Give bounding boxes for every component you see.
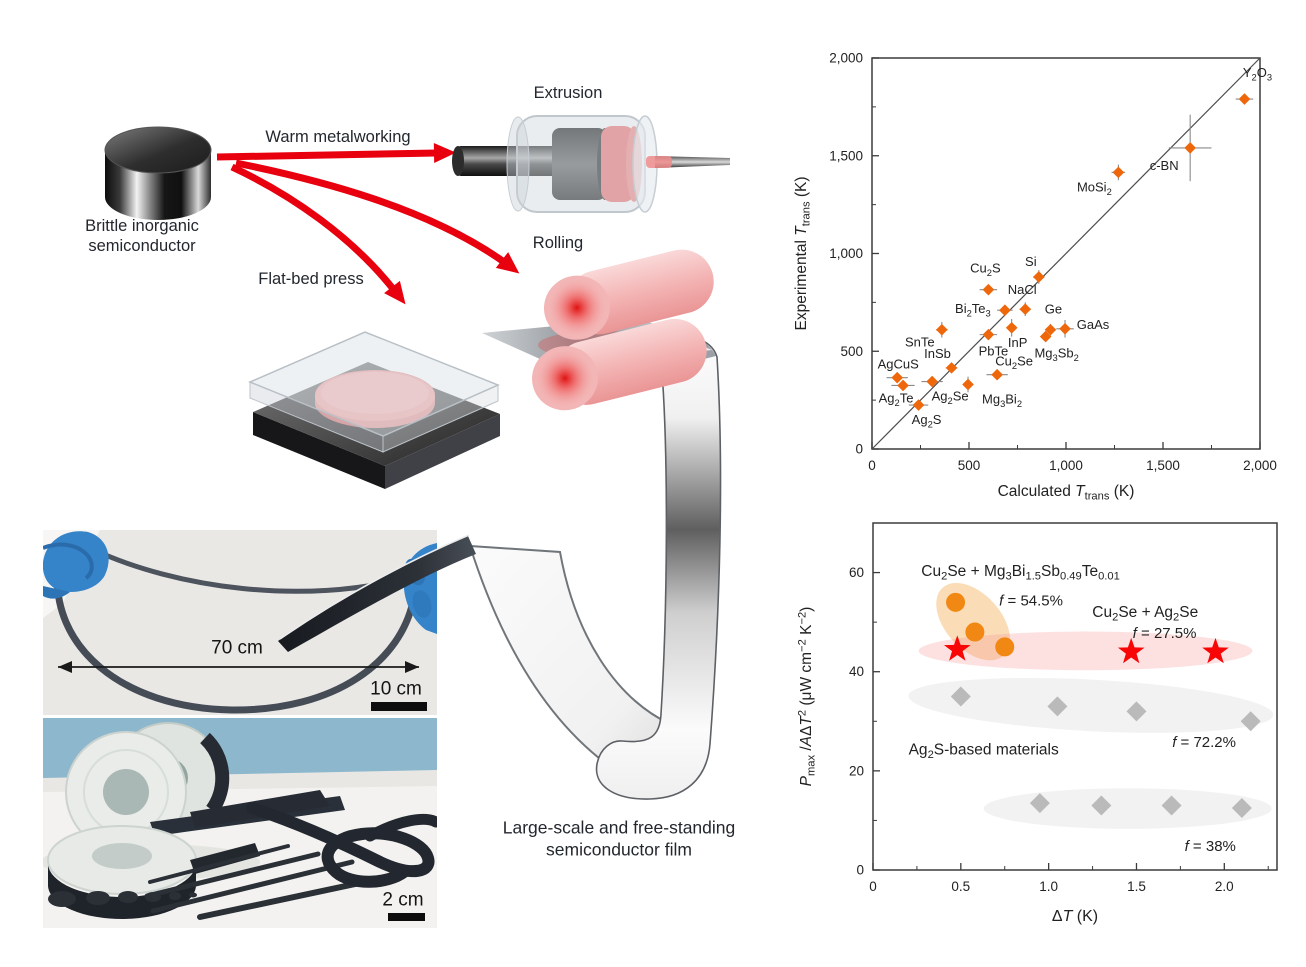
svg-text:0.5: 0.5 (951, 879, 970, 894)
warm-metalworking-label: Warm metalworking (265, 127, 411, 146)
svg-text:GaAs: GaAs (1077, 317, 1110, 332)
ribbon-loop (246, 802, 437, 888)
svg-text:MoSi2: MoSi2 (1077, 179, 1112, 197)
ingot-label-line1: Brittle inorganic (85, 216, 199, 235)
svg-text:1.5: 1.5 (1127, 879, 1146, 894)
extrusion-illustration (452, 115, 730, 213)
svg-text:f = 38%: f = 38% (1185, 838, 1236, 855)
svg-text:1,000: 1,000 (1049, 458, 1083, 473)
left-glove (43, 531, 109, 599)
svg-text:0: 0 (868, 458, 876, 473)
svg-text:Experimental Ttrans (K): Experimental Ttrans (K) (793, 176, 813, 330)
svg-text:Cu2S: Cu2S (970, 261, 1001, 279)
scale-10cm-label: 10 cm (370, 678, 422, 700)
svg-text:500: 500 (958, 458, 981, 473)
svg-text:Ag2S-based materials: Ag2S-based materials (909, 742, 1059, 762)
scalebar-2cm (388, 913, 425, 921)
svg-text:0: 0 (855, 442, 863, 457)
svg-text:Cu2Se + Mg3Bi1.5Sb0.49Te0.01: Cu2Se + Mg3Bi1.5Sb0.49Te0.01 (921, 563, 1120, 583)
svg-text:Si: Si (1025, 254, 1037, 269)
svg-text:Mg3Sb2: Mg3Sb2 (1034, 346, 1078, 364)
rolling-illustration (482, 249, 714, 411)
svg-text:Pmax /AΔT2 (μW cm−2 K−2): Pmax /AΔT2 (μW cm−2 K−2) (797, 607, 818, 787)
svg-text:1,500: 1,500 (829, 148, 863, 163)
svg-text:InP: InP (1008, 335, 1028, 350)
svg-text:PbTe: PbTe (979, 344, 1009, 359)
svg-text:500: 500 (840, 344, 863, 359)
svg-text:0: 0 (856, 863, 864, 878)
spool-flat (47, 825, 260, 920)
svg-text:Calculated Ttrans (K): Calculated Ttrans (K) (998, 483, 1135, 500)
flat-bed-press-label: Flat-bed press (258, 269, 364, 288)
photo-long-ribbons (43, 530, 476, 715)
svg-text:1.0: 1.0 (1039, 879, 1058, 894)
svg-text:InSb: InSb (924, 346, 951, 361)
warm-metalworking-arrows (216, 143, 520, 305)
svg-text:2,000: 2,000 (1243, 458, 1277, 473)
svg-text:Ag2S: Ag2S (912, 412, 942, 430)
svg-text:Cu2Se: Cu2Se (995, 354, 1033, 372)
svg-text:2.0: 2.0 (1215, 879, 1234, 894)
length-70cm-label: 70 cm (211, 637, 263, 659)
svg-text:Y2O3: Y2O3 (1243, 65, 1272, 83)
svg-text:Cu2Se + Ag2Se: Cu2Se + Ag2Se (1092, 604, 1198, 624)
svg-text:Ag2Se: Ag2Se (932, 389, 969, 407)
svg-text:f = 54.5%: f = 54.5% (999, 592, 1063, 609)
svg-text:Bi2Te3: Bi2Te3 (955, 301, 991, 319)
svg-text:NaCl: NaCl (1008, 282, 1037, 297)
svg-text:AgCuS: AgCuS (878, 357, 920, 372)
svg-text:40: 40 (849, 664, 864, 679)
film-caption-line2: semiconductor film (546, 839, 692, 860)
svg-text:20: 20 (849, 763, 864, 778)
svg-text:Ag2Te: Ag2Te (879, 390, 914, 408)
disk-row (48, 891, 197, 907)
svg-text:f = 72.2%: f = 72.2% (1172, 734, 1236, 751)
svg-text:f = 27.5%: f = 27.5% (1133, 625, 1197, 642)
ingot-label-line2: semiconductor (88, 236, 196, 255)
svg-text:Ge: Ge (1045, 302, 1062, 317)
photo-spools-strips (43, 718, 437, 928)
scalebar-10cm (371, 702, 427, 711)
rolling-label: Rolling (532, 233, 584, 252)
svg-text:2,000: 2,000 (829, 51, 863, 66)
svg-text:1,500: 1,500 (1146, 458, 1180, 473)
ingot-illustration (104, 126, 212, 220)
svg-text:ΔT (K): ΔT (K) (1052, 908, 1098, 925)
power-density-chart: 0 0.5 1.0 1.5 2.0 0 20 40 60 Cu2Se + Mg3Bi1.5Sb0.… (797, 522, 1278, 925)
svg-text:0: 0 (869, 879, 877, 894)
svg-text:60: 60 (849, 565, 864, 580)
flatbed-press-illustration (248, 331, 500, 489)
svg-text:Mg3Bi2: Mg3Bi2 (982, 391, 1022, 409)
svg-text:c-BN: c-BN (1150, 158, 1179, 173)
ttrans-scatter-chart: 0 500 1,000 1,500 2,000 0 500 1,000 1,500 2,000 Y2… (793, 51, 1277, 501)
scale-2cm-label: 2 cm (382, 889, 424, 911)
svg-text:SnTe: SnTe (905, 335, 935, 350)
film-caption-line1: Large-scale and free-standing (502, 817, 736, 838)
svg-text:1,000: 1,000 (829, 246, 863, 261)
extrusion-label: Extrusion (533, 83, 603, 102)
